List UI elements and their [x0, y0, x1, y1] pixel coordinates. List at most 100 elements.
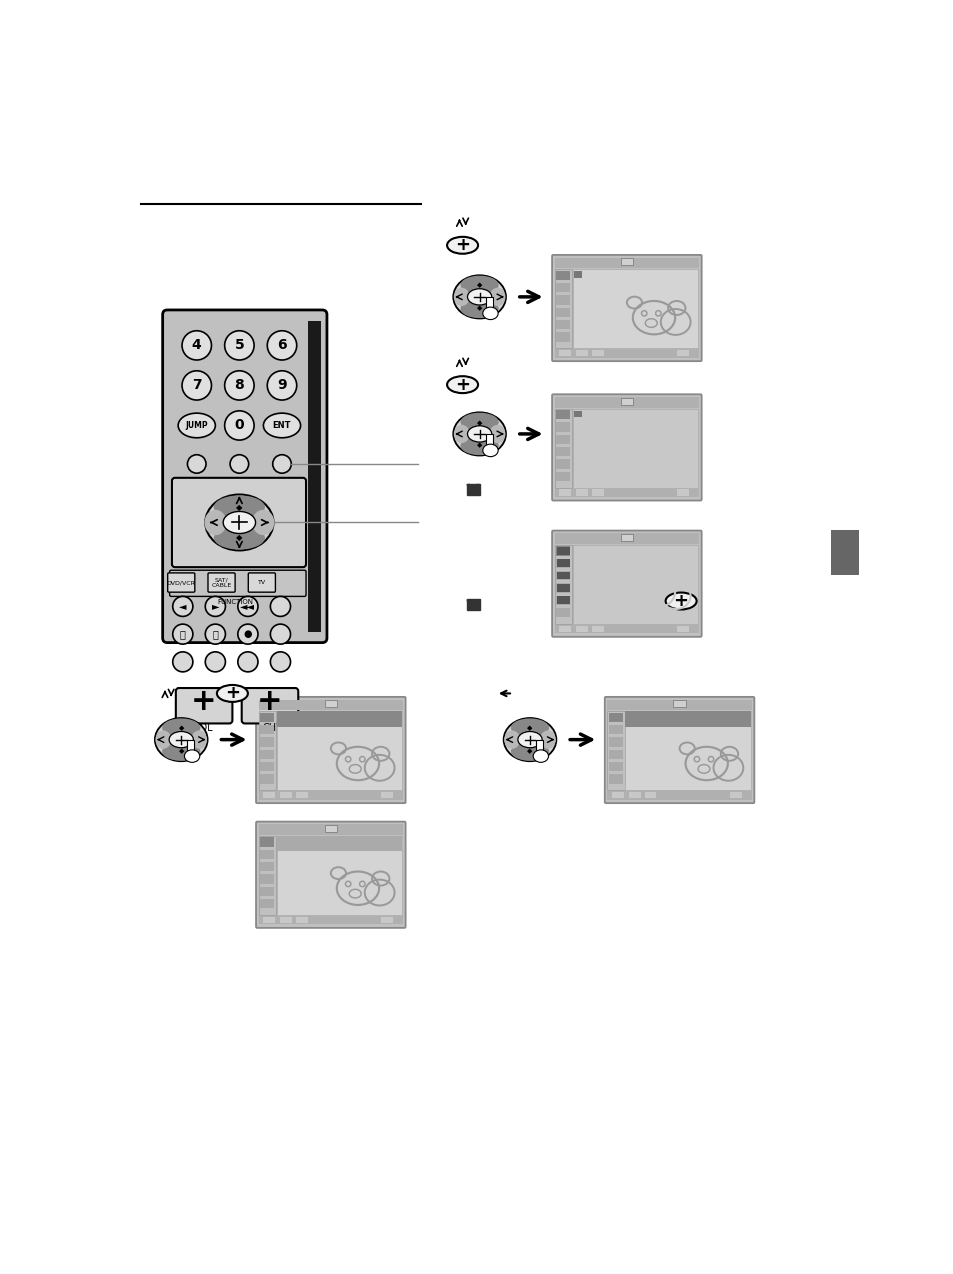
Bar — [324, 701, 336, 707]
Ellipse shape — [155, 730, 171, 749]
Bar — [572, 545, 698, 624]
FancyBboxPatch shape — [162, 310, 327, 642]
Circle shape — [273, 455, 291, 473]
Bar — [608, 738, 622, 747]
Circle shape — [182, 371, 212, 400]
Text: ENT: ENT — [273, 420, 291, 429]
Text: ◆: ◆ — [527, 725, 532, 731]
Bar — [555, 409, 571, 488]
Circle shape — [230, 455, 249, 473]
Text: 6: 6 — [277, 339, 287, 353]
Bar — [276, 711, 402, 790]
Bar — [466, 484, 479, 494]
Circle shape — [237, 624, 257, 645]
Ellipse shape — [216, 685, 248, 702]
Circle shape — [205, 624, 225, 645]
Circle shape — [270, 624, 291, 645]
Ellipse shape — [539, 730, 556, 749]
Text: +: + — [225, 684, 239, 702]
Bar — [260, 899, 274, 908]
Ellipse shape — [263, 413, 300, 438]
Bar — [555, 534, 699, 544]
FancyBboxPatch shape — [552, 530, 700, 637]
Bar — [260, 862, 274, 871]
Ellipse shape — [162, 741, 200, 761]
Text: ◆: ◆ — [178, 748, 184, 754]
Bar — [276, 711, 402, 726]
Circle shape — [270, 596, 291, 617]
Bar — [556, 333, 570, 341]
Circle shape — [237, 652, 257, 671]
Ellipse shape — [162, 719, 200, 738]
Bar — [263, 792, 274, 798]
Bar — [558, 350, 571, 357]
Ellipse shape — [453, 275, 505, 318]
Text: ⏸: ⏸ — [180, 629, 186, 640]
Circle shape — [205, 652, 225, 671]
Bar — [556, 583, 570, 592]
Text: 4: 4 — [192, 339, 201, 353]
Bar — [557, 547, 569, 554]
Bar — [258, 824, 402, 834]
Circle shape — [224, 371, 253, 400]
Ellipse shape — [223, 511, 255, 534]
Bar — [830, 530, 858, 575]
Bar — [556, 447, 570, 456]
Bar — [466, 599, 479, 610]
Bar — [381, 917, 393, 922]
Bar — [280, 792, 292, 798]
Bar — [556, 320, 570, 329]
Circle shape — [224, 331, 253, 361]
Bar — [187, 740, 194, 753]
Text: 7: 7 — [192, 378, 201, 392]
Circle shape — [172, 624, 193, 645]
Bar — [572, 269, 698, 349]
Text: DVD/VCR: DVD/VCR — [167, 580, 195, 585]
Bar — [574, 410, 581, 417]
Bar — [260, 712, 274, 722]
Bar — [620, 259, 633, 265]
Circle shape — [224, 410, 253, 440]
FancyBboxPatch shape — [175, 688, 233, 724]
Bar — [644, 792, 656, 798]
Ellipse shape — [482, 307, 497, 320]
Ellipse shape — [489, 288, 505, 306]
Bar — [485, 434, 492, 447]
Bar — [260, 762, 274, 771]
Bar — [624, 711, 750, 726]
Text: +: + — [256, 688, 282, 716]
Text: ◆: ◆ — [527, 748, 532, 754]
Bar — [280, 917, 292, 922]
Bar — [620, 397, 633, 405]
Text: ◆: ◆ — [476, 419, 482, 426]
Text: 9: 9 — [277, 378, 287, 392]
Text: TV: TV — [257, 580, 266, 585]
Bar — [592, 350, 603, 357]
Bar — [558, 489, 571, 496]
FancyBboxPatch shape — [208, 573, 234, 592]
Text: CH: CH — [262, 724, 276, 734]
Text: ◆: ◆ — [476, 306, 482, 311]
Bar — [608, 775, 622, 784]
Bar — [260, 874, 274, 884]
Ellipse shape — [184, 750, 199, 762]
Bar — [260, 850, 274, 859]
Bar — [258, 791, 402, 800]
Bar — [556, 434, 570, 443]
Bar — [555, 269, 571, 349]
Circle shape — [267, 331, 296, 361]
Circle shape — [182, 331, 212, 361]
Bar — [608, 762, 622, 771]
Bar — [556, 608, 570, 617]
Bar — [324, 826, 336, 832]
Bar — [612, 792, 623, 798]
Bar — [556, 559, 570, 568]
Bar — [556, 410, 570, 419]
Bar — [574, 271, 581, 278]
Bar — [295, 792, 307, 798]
Text: ◆: ◆ — [236, 534, 242, 543]
Text: ◄◄: ◄◄ — [240, 601, 255, 612]
Ellipse shape — [453, 413, 505, 456]
Bar — [673, 701, 685, 707]
Bar — [729, 792, 740, 798]
